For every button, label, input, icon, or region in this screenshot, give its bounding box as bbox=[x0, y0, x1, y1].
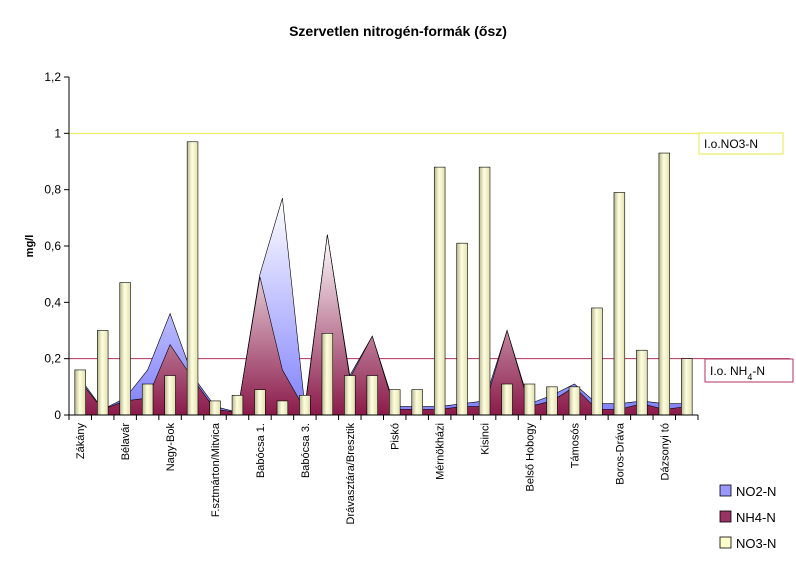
bar-no3-9 bbox=[276, 400, 289, 416]
ref-label-nh4-tail: -N bbox=[752, 364, 765, 378]
category-label: Boros-Dráva bbox=[614, 422, 626, 485]
bar-no3-6 bbox=[209, 400, 221, 416]
legend-swatch-no3-n bbox=[719, 536, 732, 549]
bar-no3-0 bbox=[74, 369, 86, 416]
bar-no3-18 bbox=[478, 166, 491, 416]
category-label: Nagy-Bok bbox=[165, 423, 177, 472]
bar-no3-1 bbox=[97, 330, 109, 416]
bar-no3-11 bbox=[321, 333, 334, 416]
bar-no3-24 bbox=[613, 192, 626, 416]
bar-no3-27 bbox=[681, 358, 693, 416]
category-label: F.sztmárton/Mitvica bbox=[210, 422, 222, 517]
bar-no3-3 bbox=[141, 383, 154, 416]
category-label: Támosós bbox=[569, 423, 581, 469]
y-ticks: 0 0,2 0,4 0,6 0,8 1 1,2 bbox=[44, 70, 69, 422]
legend-label-nh4-n: NH4-N bbox=[736, 510, 776, 525]
bar-no3-23 bbox=[591, 307, 603, 416]
bar-no3-14 bbox=[389, 389, 401, 416]
bar-no3-22 bbox=[568, 386, 581, 416]
y-tick-label: 0,2 bbox=[44, 352, 61, 366]
category-label: Bélavár bbox=[120, 423, 132, 461]
bar-no3-10 bbox=[299, 394, 311, 416]
y-axis-label: mg/l bbox=[24, 235, 36, 258]
category-label: Mérnökházi bbox=[435, 423, 447, 480]
legend: NO2-N NH4-N NO3-N bbox=[719, 484, 776, 551]
ref-label-box-nh4 bbox=[704, 358, 794, 383]
category-label: Drávasztára/Bresztik bbox=[345, 423, 357, 525]
y-tick-label: 0,8 bbox=[44, 183, 61, 197]
category-label: Kisinci bbox=[480, 423, 492, 455]
ref-label-no3: I.o.NO3-N bbox=[704, 137, 758, 151]
bar-no3-8 bbox=[254, 389, 266, 416]
legend-label-no2-n: NO2-N bbox=[736, 484, 776, 499]
y-tick-label: 1 bbox=[54, 126, 61, 140]
legend-swatch-nh4-n bbox=[719, 510, 732, 523]
ref-label-nh4-sub: 4 bbox=[747, 372, 752, 382]
bar-no3-7 bbox=[231, 394, 244, 416]
category-label: Belső Hobogy bbox=[525, 423, 537, 492]
bar-no3-5 bbox=[186, 141, 199, 416]
ref-label-nh4-main: I.o. NH bbox=[710, 364, 747, 378]
bar-no3-17 bbox=[456, 242, 468, 416]
bar-no3-20 bbox=[523, 383, 536, 416]
bar-series bbox=[74, 141, 693, 416]
y-tick-label: 0,6 bbox=[44, 239, 61, 253]
bar-no3-12 bbox=[344, 375, 356, 416]
bar-no3-15 bbox=[411, 389, 423, 416]
category-label: Babócsa 3. bbox=[300, 423, 312, 478]
bar-no3-19 bbox=[501, 383, 513, 416]
bar-no3-2 bbox=[119, 282, 131, 416]
y-tick-label: 0 bbox=[54, 408, 61, 422]
reference-lines bbox=[69, 132, 790, 360]
category-label: Zákány bbox=[75, 423, 87, 460]
legend-label-no3-n: NO3-N bbox=[736, 536, 776, 551]
category-labels: Zákány Bélavár Nagy-Bok F.sztmárton/Mitvica… bbox=[75, 422, 671, 524]
category-label: Dázsonyi tó bbox=[659, 423, 671, 480]
legend-swatch-no2-n bbox=[719, 484, 732, 497]
category-label: Piskó bbox=[390, 423, 402, 450]
reference-labels: I.o.NO3-N I.o. NH4-N bbox=[698, 132, 794, 383]
y-tick-label: 0,4 bbox=[44, 295, 61, 309]
bar-no3-16 bbox=[433, 166, 446, 416]
bar-no3-26 bbox=[658, 152, 670, 416]
bar-no3-21 bbox=[546, 386, 558, 416]
bar-no3-4 bbox=[164, 375, 176, 416]
ref-label-box-no3 bbox=[698, 132, 784, 155]
y-tick-label: 1,2 bbox=[44, 70, 61, 84]
bar-no3-13 bbox=[366, 375, 378, 416]
ref-label-nh4: I.o. NH4-N bbox=[710, 364, 765, 382]
chart-title: Szervetlen nitrogén-formák (ősz) bbox=[289, 23, 507, 39]
bar-no3-25 bbox=[636, 349, 648, 416]
category-label: Babócsa 1. bbox=[255, 423, 267, 478]
